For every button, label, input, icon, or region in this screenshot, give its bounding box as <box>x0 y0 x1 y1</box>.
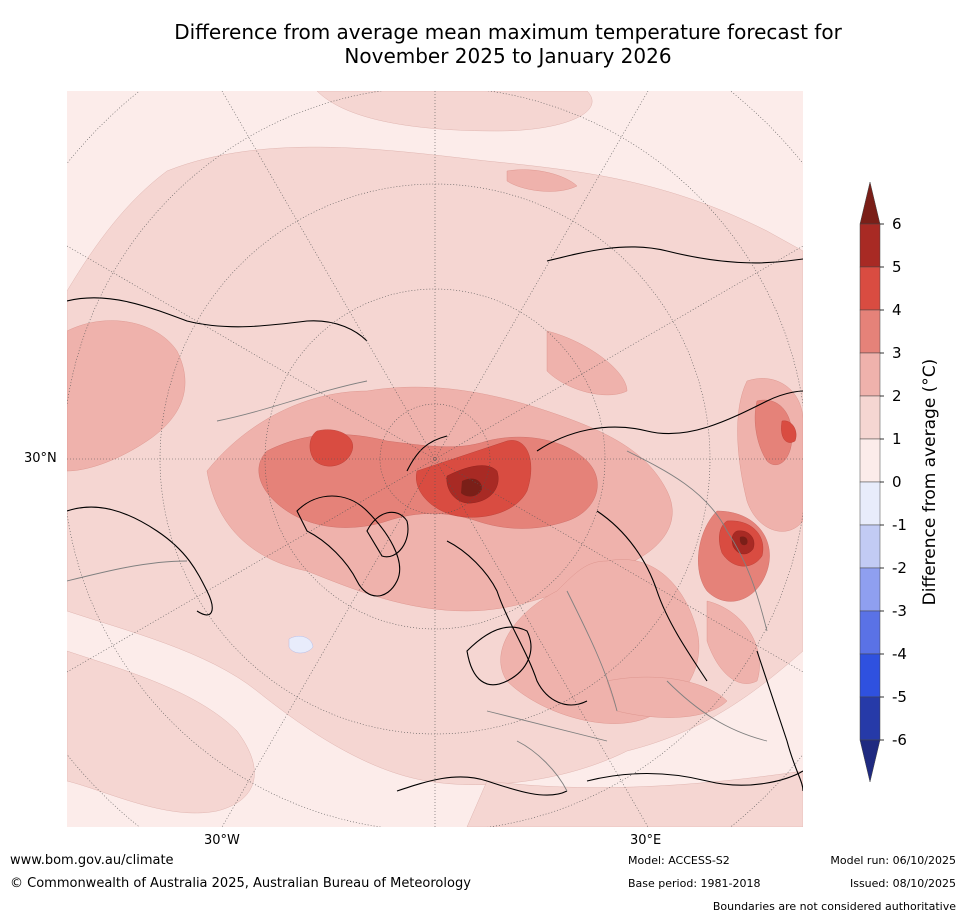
colorbar-segment <box>859 567 881 612</box>
colorbar: 6 5 4 3 2 1 0 -1 -2 -3 -4 -5 -6 <box>859 181 907 783</box>
temperature-anomaly-map <box>67 91 803 827</box>
issued-text: Issued: 08/10/2025 <box>849 877 956 890</box>
anomaly-above-6-regions <box>461 478 748 546</box>
colorbar-tick-label: -3 <box>892 602 907 620</box>
colorbar-ticks: 6 5 4 3 2 1 0 -1 -2 -3 -4 -5 -6 <box>880 215 907 749</box>
colorbar-segment <box>859 524 881 569</box>
graticule <box>67 91 803 827</box>
colorbar-tick-label: -5 <box>892 688 907 706</box>
anomaly-cool-patch <box>288 636 314 654</box>
colorbar-tick-label: 6 <box>892 215 902 233</box>
colorbar-segment <box>859 266 881 311</box>
coastlines <box>67 246 803 796</box>
colorbar-segment <box>859 653 881 698</box>
colorbar-tick-label: -6 <box>892 731 907 749</box>
colorbar-tick-label: 4 <box>892 301 902 319</box>
colorbar-tick-label: -4 <box>892 645 907 663</box>
copyright-text: © Commonwealth of Australia 2025, Austra… <box>10 876 471 891</box>
base-period-text: Base period: 1981-2018 <box>628 877 761 890</box>
model-text: Model: ACCESS-S2 <box>628 854 730 867</box>
latitude-label-30n: 30°N <box>24 451 57 466</box>
longitude-label-30w: 30°W <box>204 833 240 848</box>
disclaimer-text: Boundaries are not considered authoritat… <box>712 900 956 913</box>
map-title: Difference from average mean maximum tem… <box>0 20 965 68</box>
colorbar-segments <box>859 223 881 741</box>
colorbar-tick-label: 0 <box>892 473 902 491</box>
model-run-text: Model run: 06/10/2025 <box>830 854 956 867</box>
title-line-1: Difference from average mean maximum tem… <box>174 20 842 44</box>
colorbar-tick-label: 1 <box>892 430 902 448</box>
colorbar-tick-label: 2 <box>892 387 902 405</box>
colorbar-segment <box>859 696 881 741</box>
colorbar-segment <box>859 352 881 397</box>
website-text[interactable]: www.bom.gov.au/climate <box>10 853 174 868</box>
colorbar-over-arrow <box>859 181 881 225</box>
colorbar-tick-label: 3 <box>892 344 902 362</box>
title-line-2: November 2025 to January 2026 <box>344 44 672 68</box>
colorbar-segment <box>859 395 881 440</box>
colorbar-segment <box>859 223 881 268</box>
colorbar-tick-label: 5 <box>892 258 902 276</box>
colorbar-tick-label: -2 <box>892 559 907 577</box>
longitude-label-30e: 30°E <box>630 833 662 848</box>
colorbar-segment <box>859 610 881 655</box>
colorbar-segment <box>859 438 881 483</box>
colorbar-tick-label: -1 <box>892 516 907 534</box>
country-boundaries <box>67 380 768 792</box>
colorbar-under-arrow <box>859 739 881 783</box>
colorbar-title: Difference from average (°C) <box>920 358 940 606</box>
colorbar-segment <box>859 481 881 526</box>
colorbar-segment <box>859 309 881 354</box>
